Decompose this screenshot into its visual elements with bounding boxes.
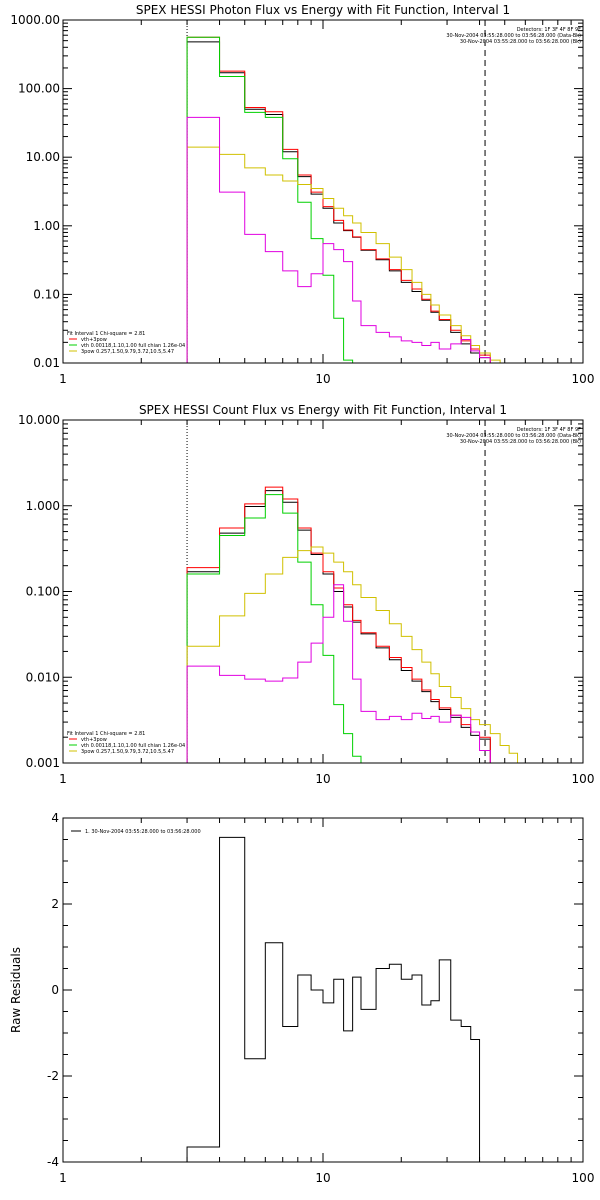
x-tick-label: 1 [59,772,67,786]
info-line: 30-Nov-2004 03:55:28.000 to 03:56:28.000… [460,439,581,445]
y-tick-label: 0.001 [26,756,60,770]
y-tick-label: 0.100 [26,585,60,599]
y-tick-label: 100.00 [18,82,60,96]
info-line: 30-Nov-2004 03:55:28.000 to 03:56:28.000… [460,39,581,45]
y-tick-label: -2 [47,1069,59,1083]
series-line-0 [186,490,491,763]
y-axis-label: Raw Residuals [9,947,23,1033]
y-tick-label: 10.00 [26,150,60,164]
y-tick-label: 2 [51,897,59,911]
y-tick-label: 0 [51,983,59,997]
plot-frame [62,19,584,364]
series-line-4 [186,116,491,363]
x-tick-label: 10 [315,372,330,386]
info-line: Detectors: 1F 3F 4F 8F 9F [517,27,581,33]
x-tick-label: 100 [572,772,595,786]
x-tick-label: 1 [59,1171,67,1185]
y-tick-label: -4 [47,1155,59,1169]
series-line-0 [186,41,491,363]
chart-title: SPEX HESSI Photon Flux vs Energy with Fi… [136,3,510,17]
y-tick-label: 1.000 [26,499,60,513]
x-tick-label: 10 [315,772,330,786]
legend-entry: vth+3pow [81,737,107,743]
series-line-2 [186,36,362,363]
x-tick-label: 10 [315,1171,330,1185]
series-line-3 [186,146,501,363]
legend-entry: vth 0.00118,1.10,1.00 full chian 1.26e-0… [81,743,185,749]
y-tick-label: 0.010 [26,670,60,684]
x-tick-label: 100 [572,372,595,386]
y-tick-label: 0.10 [33,287,60,301]
series-line-2 [186,494,362,763]
series-line-4 [186,584,491,763]
chart-title: SPEX HESSI Count Flux vs Energy with Fit… [139,403,507,417]
legend-entry: 1. 30-Nov-2004 03:55:28.000 to 03:56:28.… [85,829,201,835]
y-tick-label: 1.00 [33,219,60,233]
x-tick-label: 100 [572,1171,595,1185]
info-line: 30-Nov-2004 03:55:28.000 to 03:56:28.000… [446,433,581,439]
y-tick-label: 0.01 [33,356,60,370]
plot-frame [62,419,584,764]
legend-header: Fit Interval 1 Chi-square = 2.81 [67,331,145,337]
info-line: Detectors: 1F 3F 4F 8F 9F [517,427,581,433]
legend-entry: 3pow 0.257,1.50,9.79,3.72,10.5,5.47 [81,749,174,755]
series-line-0 [186,836,481,1162]
x-tick-label: 1 [59,372,67,386]
legend-entry: vth 0.00118,1.10,1.00 full chian 1.26e-0… [81,343,185,349]
series-line-3 [186,546,519,763]
y-tick-label: 1000.00 [10,13,60,27]
legend-header: Fit Interval 1 Chi-square = 2.81 [67,731,145,737]
y-tick-label: 4 [51,811,59,825]
legend-entry: vth+3pow [81,337,107,343]
series-line-1 [186,36,491,363]
info-line: 30-Nov-2004 03:55:28.000 to 03:56:28.000… [446,33,581,39]
plot-frame [62,817,584,1163]
legend-entry: 3pow 0.257,1.50,9.79,3.72,10.5,5.47 [81,349,174,355]
y-tick-label: 10.000 [18,413,60,427]
